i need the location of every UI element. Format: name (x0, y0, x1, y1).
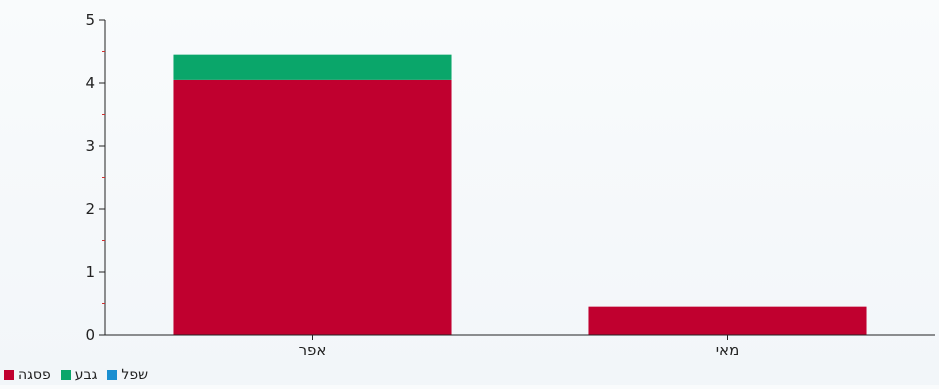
bar-segment[interactable] (588, 306, 867, 335)
bars-group (173, 54, 867, 335)
x-tick-label: אפר (299, 341, 327, 359)
legend-item-hill[interactable]: גבע (60, 367, 98, 383)
bar-segment[interactable] (173, 54, 452, 80)
legend-item-low[interactable]: שפל (107, 367, 148, 383)
y-tick-label: 4 (85, 74, 95, 92)
legend-label-hill: גבע (74, 367, 98, 383)
y-tick-label: 0 (85, 326, 95, 344)
legend-swatch-hill (60, 370, 71, 380)
legend-swatch-low (107, 370, 118, 380)
y-axis: 0 1 2 3 4 5 (85, 11, 106, 344)
y-tick-label: 1 (85, 263, 95, 281)
legend-swatch-peak (4, 370, 14, 380)
y-tick-label: 3 (85, 137, 95, 155)
legend-label-peak: פסגה (18, 367, 51, 383)
legend-item-peak[interactable]: פסגה (4, 367, 51, 383)
legend-label-low: שפל (121, 367, 149, 383)
y-tick-label: 2 (85, 200, 95, 218)
y-tick-label: 5 (85, 11, 95, 29)
bar-segment[interactable] (173, 79, 452, 335)
x-tick-label: מאי (716, 341, 740, 359)
x-axis: אפר מאי (105, 334, 935, 359)
legend: פסגה גבע שפל (4, 366, 148, 384)
